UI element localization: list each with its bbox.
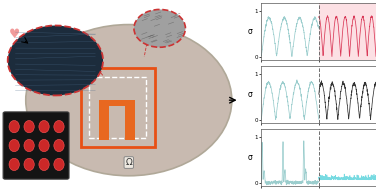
Bar [99,102,109,140]
Ellipse shape [54,139,64,152]
Bar [89,77,146,138]
Ellipse shape [9,121,19,133]
Y-axis label: σ: σ [248,153,253,162]
Ellipse shape [39,139,49,152]
FancyBboxPatch shape [3,112,69,179]
Bar [99,100,135,106]
Circle shape [26,25,232,176]
Ellipse shape [54,158,64,170]
Text: Ω: Ω [126,158,132,167]
Y-axis label: σ: σ [248,90,253,99]
Bar [318,129,376,186]
Ellipse shape [24,139,34,152]
Bar [318,66,376,123]
Circle shape [8,26,103,95]
Ellipse shape [39,158,49,170]
Text: ♥: ♥ [9,28,20,40]
Circle shape [134,9,185,47]
Ellipse shape [54,121,64,133]
Y-axis label: σ: σ [248,27,253,36]
Ellipse shape [9,139,19,152]
Ellipse shape [24,158,34,170]
Ellipse shape [9,158,19,170]
Ellipse shape [24,121,34,133]
Bar [261,3,318,60]
Bar [318,3,376,60]
Ellipse shape [39,121,49,133]
Bar [261,129,318,186]
Bar [261,66,318,123]
Bar [125,102,135,140]
